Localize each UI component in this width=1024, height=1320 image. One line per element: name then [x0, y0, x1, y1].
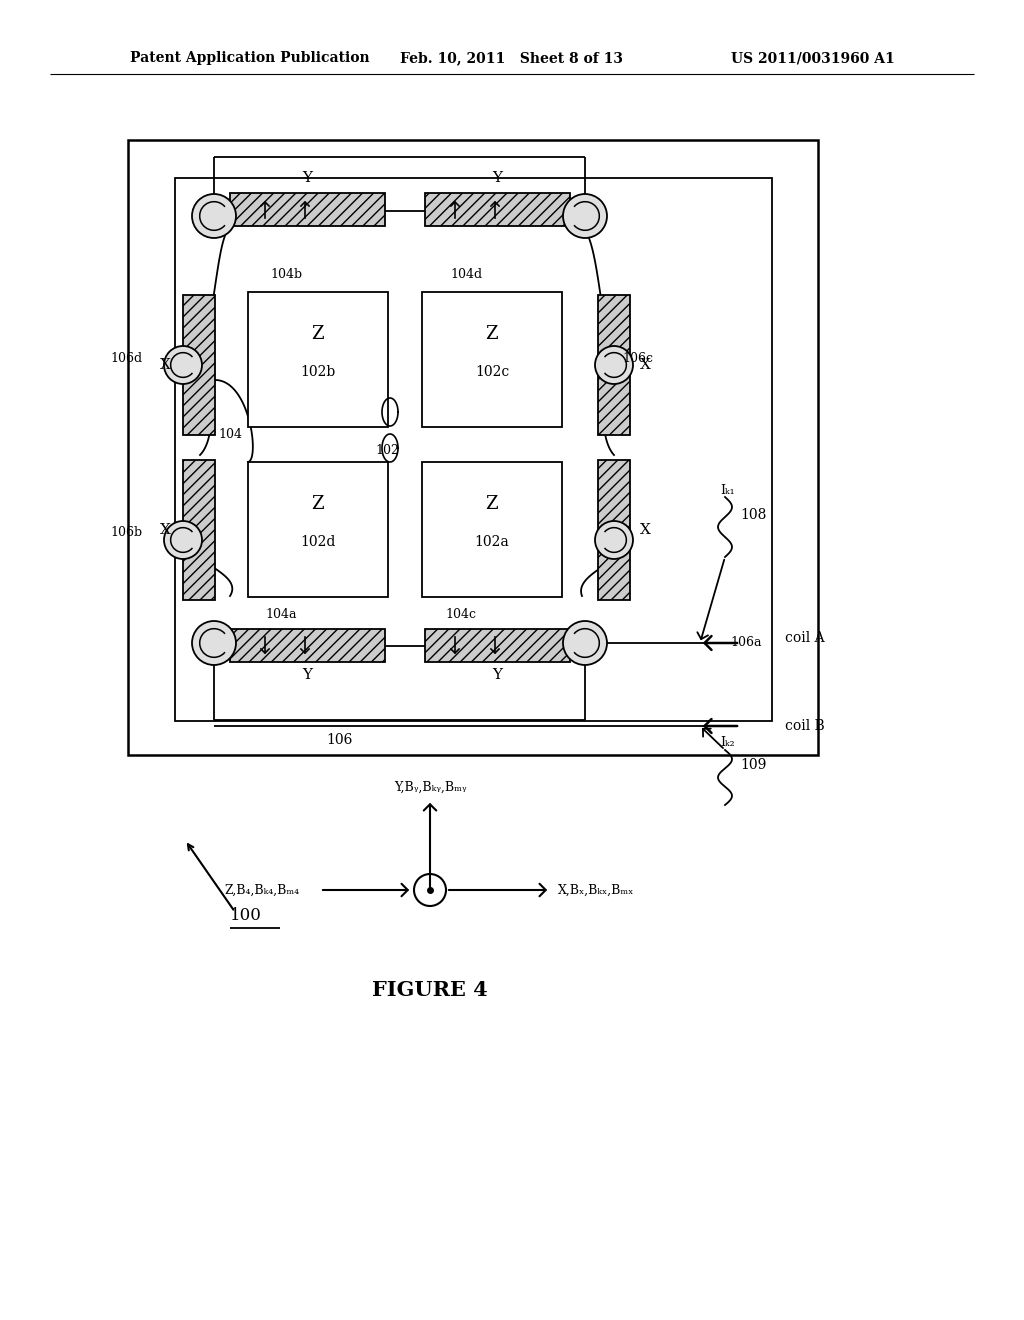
Text: Z: Z: [485, 495, 499, 513]
Text: X: X: [160, 358, 170, 372]
Text: 106d: 106d: [110, 351, 142, 364]
Text: FIGURE 4: FIGURE 4: [372, 979, 487, 1001]
Text: Y: Y: [492, 668, 502, 682]
Text: Z: Z: [485, 325, 499, 343]
Circle shape: [595, 521, 633, 558]
Text: 104b: 104b: [270, 268, 302, 281]
Text: 109: 109: [740, 758, 766, 772]
Text: Z: Z: [311, 495, 325, 513]
Circle shape: [164, 346, 202, 384]
Text: 106a: 106a: [730, 636, 762, 649]
Text: Y: Y: [492, 172, 502, 185]
Bar: [598, 294, 630, 436]
Text: 102: 102: [375, 444, 399, 457]
Text: X: X: [640, 523, 650, 537]
Circle shape: [414, 874, 446, 906]
Bar: [425, 193, 570, 226]
Text: 104: 104: [218, 429, 242, 441]
Bar: [128, 140, 818, 755]
Bar: [230, 630, 385, 663]
Bar: [422, 292, 562, 426]
Text: Iₖ₁: Iₖ₁: [720, 483, 734, 496]
Text: Z,B₄,Bₖ₄,Bₘ₄: Z,B₄,Bₖ₄,Bₘ₄: [225, 883, 300, 896]
Bar: [248, 292, 388, 426]
Text: 106c: 106c: [622, 351, 653, 364]
Text: Y: Y: [302, 668, 312, 682]
Text: Patent Application Publication: Patent Application Publication: [130, 51, 370, 65]
Text: 108: 108: [740, 508, 766, 521]
Circle shape: [193, 620, 236, 665]
Text: 106: 106: [327, 733, 353, 747]
Text: 100: 100: [230, 907, 262, 924]
Circle shape: [164, 521, 202, 558]
Bar: [175, 178, 772, 721]
Bar: [183, 459, 215, 601]
Text: Y: Y: [302, 172, 312, 185]
Bar: [425, 630, 570, 663]
Text: 104d: 104d: [450, 268, 482, 281]
Text: 104c: 104c: [445, 609, 476, 622]
Text: X,Bₓ,Bₖₓ,Bₘₓ: X,Bₓ,Bₖₓ,Bₘₓ: [558, 883, 635, 896]
Text: Iₖ₂: Iₖ₂: [720, 737, 734, 750]
Text: 106b: 106b: [110, 527, 142, 540]
Bar: [230, 193, 385, 226]
Text: Z: Z: [311, 325, 325, 343]
Text: 102a: 102a: [475, 535, 509, 549]
Bar: [598, 459, 630, 601]
Text: X: X: [160, 523, 170, 537]
Bar: [248, 462, 388, 597]
Circle shape: [563, 620, 607, 665]
Text: 104a: 104a: [265, 609, 297, 622]
Text: coil A: coil A: [785, 631, 824, 645]
Text: Feb. 10, 2011   Sheet 8 of 13: Feb. 10, 2011 Sheet 8 of 13: [400, 51, 624, 65]
Text: coil B: coil B: [785, 719, 824, 733]
Text: Y,Bᵧ,Bₖᵧ,Bₘᵧ: Y,Bᵧ,Bₖᵧ,Bₘᵧ: [393, 780, 466, 793]
Bar: [422, 462, 562, 597]
Text: 102d: 102d: [300, 535, 336, 549]
Text: 102c: 102c: [475, 366, 509, 379]
Circle shape: [563, 194, 607, 238]
Text: US 2011/0031960 A1: US 2011/0031960 A1: [731, 51, 895, 65]
Circle shape: [193, 194, 236, 238]
Text: 102b: 102b: [300, 366, 336, 379]
Text: X: X: [640, 358, 650, 372]
Circle shape: [595, 346, 633, 384]
Bar: [183, 294, 215, 436]
